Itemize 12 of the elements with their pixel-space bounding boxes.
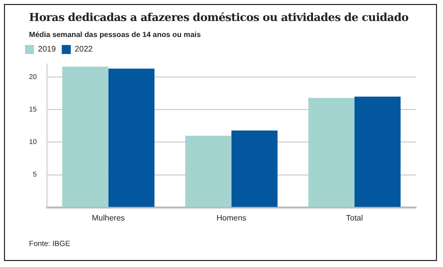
bar	[62, 66, 108, 207]
legend-label: 2022	[74, 44, 94, 54]
bar	[185, 136, 232, 207]
x-tick-label: Mulheres	[92, 213, 125, 222]
x-tick-label: Homens	[216, 213, 246, 222]
chart-title: Horas dedicadas a afazeres domésticos ou atividades de cuidado	[29, 11, 408, 24]
x-tick-label: Total	[346, 213, 364, 222]
bar	[231, 130, 278, 207]
bar	[308, 98, 354, 207]
bar	[108, 68, 154, 207]
legend-label: 2019	[38, 44, 56, 54]
bar	[354, 96, 401, 207]
